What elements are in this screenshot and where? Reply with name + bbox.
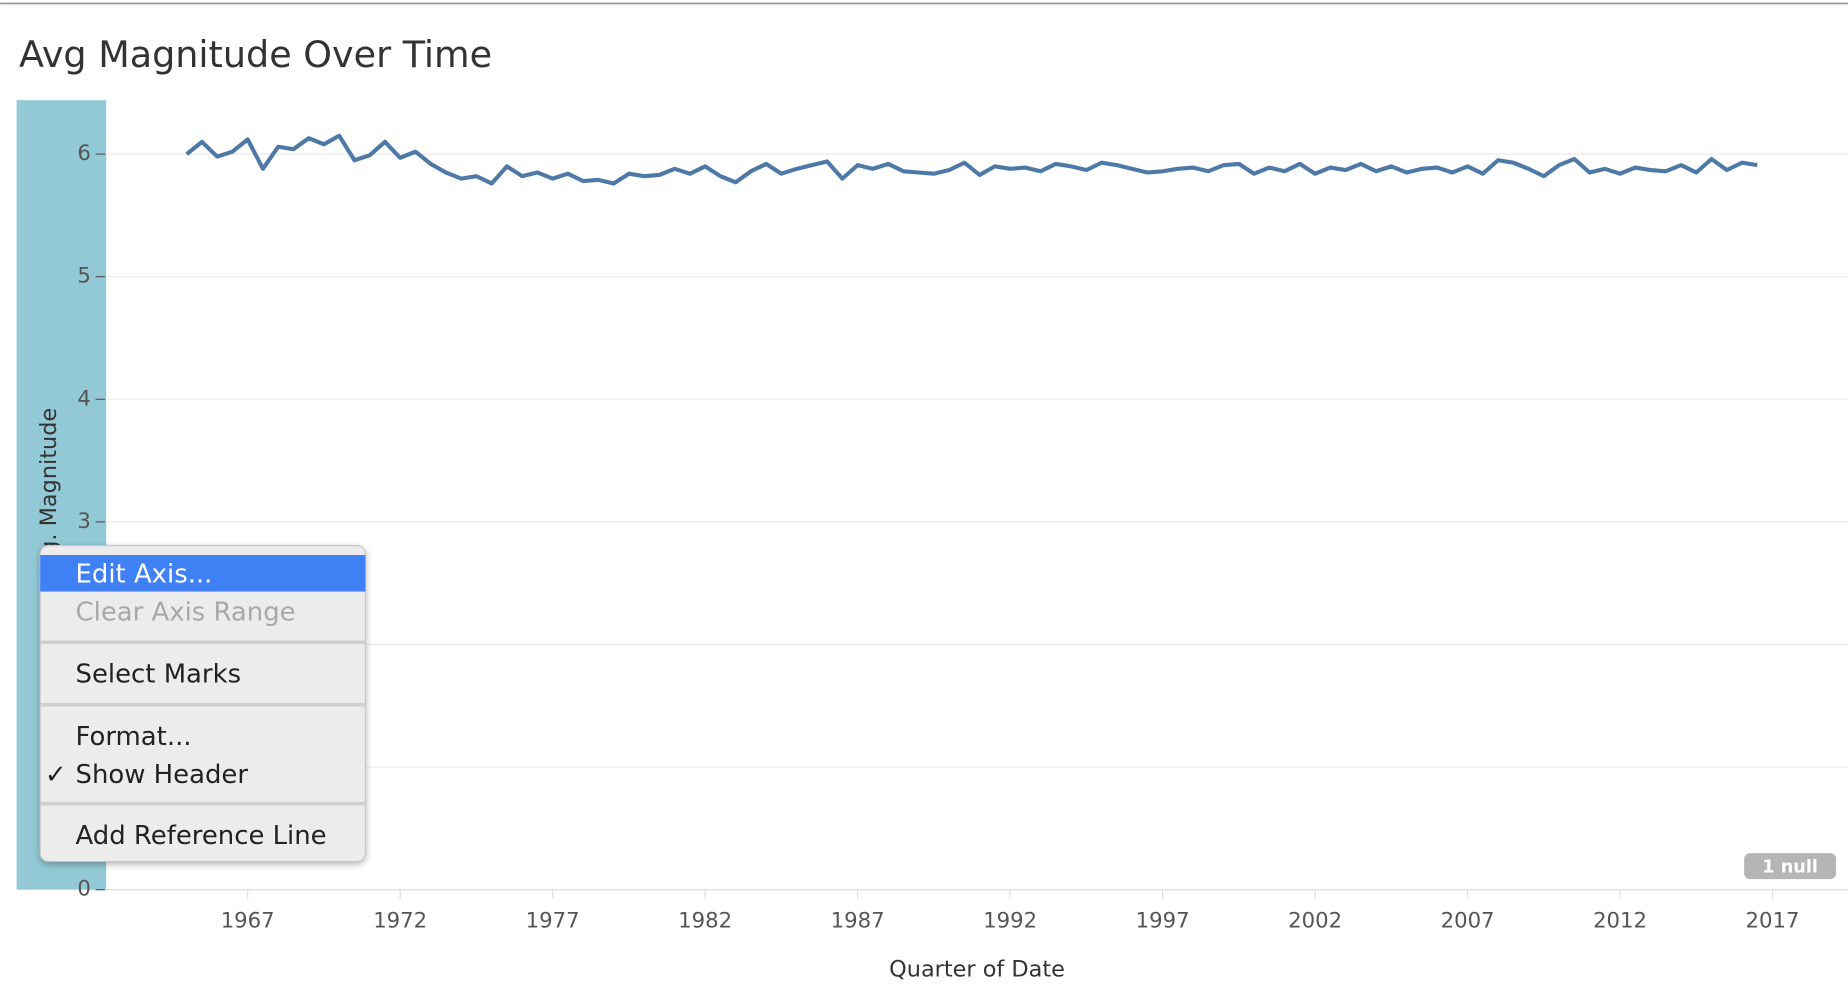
menu-item[interactable]: Format... — [76, 722, 192, 752]
menu-item[interactable]: Show Header — [76, 760, 249, 790]
y-tick-label: 4 — [77, 386, 91, 411]
y-tick-label: 5 — [77, 264, 91, 289]
x-tick-label: 1972 — [373, 909, 427, 934]
menu-check: ✓ — [45, 760, 67, 790]
data-line — [185, 133, 1758, 186]
menu-item[interactable]: Add Reference Line — [76, 821, 327, 851]
null-badge[interactable] — [1744, 853, 1837, 880]
x-tick-label: 1977 — [526, 909, 580, 934]
menu-item[interactable]: Select Marks — [76, 660, 242, 690]
x-tick-label: 1987 — [831, 909, 885, 934]
x-tick-label: 1992 — [983, 909, 1037, 934]
y-tick-label: 0 — [77, 877, 91, 902]
y-tick-label: 3 — [77, 509, 91, 534]
null-badge-text[interactable]: 1 null — [1762, 857, 1818, 877]
x-tick-label: 2012 — [1593, 909, 1647, 934]
menu-item[interactable]: Edit Axis... — [76, 560, 213, 590]
y-tick-label: 6 — [77, 141, 91, 166]
x-tick-label: 1982 — [678, 909, 732, 934]
x-axis-title: Quarter of Date — [889, 956, 1065, 982]
chart-title: Avg Magnitude Over Time — [19, 33, 492, 76]
x-tick-label: 2007 — [1441, 909, 1495, 934]
menu-highlight — [40, 555, 366, 592]
x-tick-label: 1967 — [221, 909, 275, 934]
x-tick-label: 2002 — [1288, 909, 1342, 934]
x-tick-label: 2017 — [1746, 909, 1800, 934]
x-tick-label: 1997 — [1136, 909, 1190, 934]
context-menu: Edit Axis... Clear Axis Range Select Mar… — [39, 545, 367, 863]
menu-item-disabled: Clear Axis Range — [76, 597, 296, 627]
